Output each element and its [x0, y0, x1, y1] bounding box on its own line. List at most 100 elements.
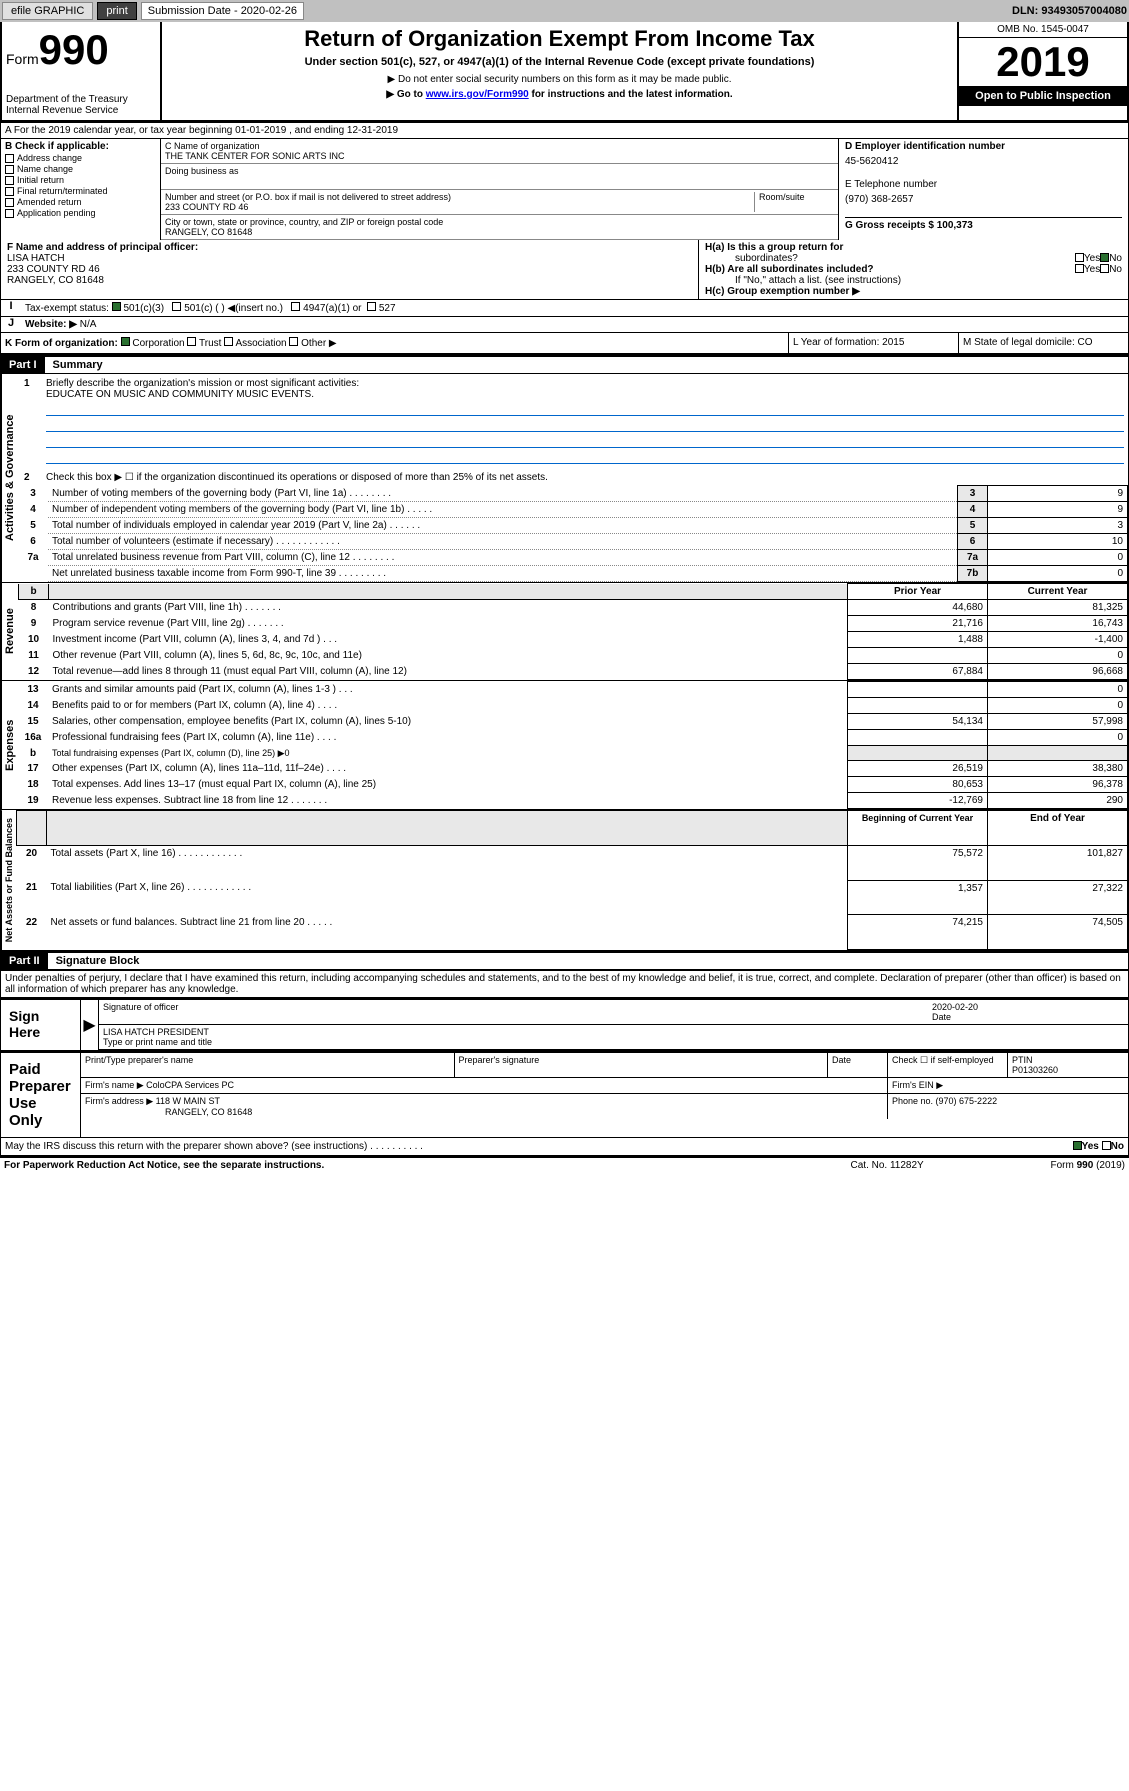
- arrow-icon: ▶: [81, 1000, 99, 1050]
- firm-phone: Phone no. (970) 675-2222: [888, 1094, 1128, 1119]
- 501c3-checkbox[interactable]: [112, 302, 121, 311]
- table-row: Net unrelated business taxable income fr…: [18, 566, 1128, 582]
- initial-checkbox[interactable]: [5, 176, 14, 185]
- 527-checkbox[interactable]: [367, 302, 376, 311]
- table-row: 5Total number of individuals employed in…: [18, 518, 1128, 534]
- ha-yes-checkbox[interactable]: [1075, 253, 1084, 262]
- q2-label: Check this box ▶ ☐ if the organization d…: [46, 472, 548, 483]
- discuss-yes-checkbox[interactable]: [1073, 1141, 1082, 1150]
- table-row: 18Total expenses. Add lines 13–17 (must …: [18, 777, 1128, 793]
- form-title: Return of Organization Exempt From Incom…: [166, 26, 953, 52]
- open-public-badge: Open to Public Inspection: [959, 86, 1127, 106]
- warning-2: ▶ Go to www.irs.gov/Form990 for instruct…: [166, 89, 953, 100]
- phone-value: (970) 368-2657: [845, 194, 1122, 205]
- print-button[interactable]: print: [97, 2, 136, 20]
- revenue-section: Revenue bPrior YearCurrent Year8Contribu…: [0, 582, 1129, 680]
- ha-no-checkbox[interactable]: [1100, 253, 1109, 262]
- name-change-checkbox[interactable]: [5, 165, 14, 174]
- other-checkbox[interactable]: [289, 337, 298, 346]
- discuss-no-checkbox[interactable]: [1102, 1141, 1111, 1150]
- submission-date: Submission Date - 2020-02-26: [141, 2, 304, 20]
- part2-label: Part II: [1, 953, 48, 969]
- table-row: 13Grants and similar amounts paid (Part …: [18, 682, 1128, 698]
- table-row: 9Program service revenue (Part VIII, lin…: [19, 616, 1128, 632]
- pending-checkbox[interactable]: [5, 209, 14, 218]
- paperwork-notice: For Paperwork Reduction Act Notice, see …: [4, 1160, 851, 1171]
- part2-title: Signature Block: [48, 953, 148, 969]
- table-row: 6Total number of volunteers (estimate if…: [18, 534, 1128, 550]
- table-row: 7aTotal unrelated business revenue from …: [18, 550, 1128, 566]
- revenue-table: bPrior YearCurrent Year8Contributions an…: [18, 583, 1128, 680]
- check-applicable-label: B Check if applicable:: [5, 141, 156, 152]
- ptin-value: P01303260: [1012, 1065, 1058, 1075]
- website-value: N/A: [80, 319, 97, 330]
- org-name: THE TANK CENTER FOR SONIC ARTS INC: [165, 151, 345, 161]
- section-b: B Check if applicable: Address change Na…: [0, 139, 1129, 240]
- expenses-tab: Expenses: [1, 681, 18, 809]
- hb-no-checkbox[interactable]: [1100, 264, 1109, 273]
- table-row: 12Total revenue—add lines 8 through 11 (…: [19, 664, 1128, 680]
- hb-note: If "No," attach a list. (see instruction…: [705, 275, 1122, 286]
- expenses-table: 13Grants and similar amounts paid (Part …: [18, 681, 1128, 809]
- netassets-section: Net Assets or Fund Balances Beginning of…: [0, 809, 1129, 951]
- officer-name: LISA HATCH: [7, 253, 692, 264]
- row-j-website: J Website: ▶ N/A: [0, 317, 1129, 333]
- officer-addr2: RANGELY, CO 81648: [7, 275, 692, 286]
- table-row: 21Total liabilities (Part X, line 26) . …: [17, 880, 1128, 915]
- officer-label: F Name and address of principal officer:: [7, 242, 692, 253]
- expenses-section: Expenses 13Grants and similar amounts pa…: [0, 680, 1129, 809]
- form-number: 990: [39, 26, 109, 73]
- corp-checkbox[interactable]: [121, 337, 130, 346]
- 4947-checkbox[interactable]: [291, 302, 300, 311]
- q1-answer: EDUCATE ON MUSIC AND COMMUNITY MUSIC EVE…: [46, 389, 314, 400]
- warning-1: ▶ Do not enter social security numbers o…: [166, 74, 953, 85]
- sig-officer-label: Signature of officer: [99, 1000, 928, 1025]
- trust-checkbox[interactable]: [187, 337, 196, 346]
- table-row: 16aProfessional fundraising fees (Part I…: [18, 730, 1128, 746]
- part1-header: Part I Summary: [0, 355, 1129, 374]
- table-row: 11Other revenue (Part VIII, column (A), …: [19, 648, 1128, 664]
- assoc-checkbox[interactable]: [224, 337, 233, 346]
- final-checkbox[interactable]: [5, 187, 14, 196]
- cat-number: Cat. No. 11282Y: [851, 1160, 1051, 1171]
- year-formation: L Year of formation: 2015: [788, 333, 958, 353]
- table-row: 14Benefits paid to or for members (Part …: [18, 698, 1128, 714]
- top-toolbar: efile GRAPHIC print Submission Date - 20…: [0, 0, 1129, 22]
- addr-change-checkbox[interactable]: [5, 154, 14, 163]
- table-row: 19Revenue less expenses. Subtract line 1…: [18, 793, 1128, 809]
- part1-label: Part I: [1, 357, 45, 373]
- governance-section: Activities & Governance 1 Briefly descri…: [0, 374, 1129, 582]
- ein-value: 45-5620412: [845, 156, 1122, 167]
- firm-ein-label: Firm's EIN ▶: [888, 1078, 1128, 1093]
- table-row: 20Total assets (Part X, line 16) . . . .…: [17, 845, 1128, 880]
- sig-date: 2020-02-20: [932, 1002, 978, 1012]
- table-row: 17Other expenses (Part IX, column (A), l…: [18, 761, 1128, 777]
- addr-label: Number and street (or P.O. box if mail i…: [165, 192, 451, 202]
- org-name-label: C Name of organization: [165, 141, 260, 151]
- firm-city: RANGELY, CO 81648: [85, 1107, 252, 1117]
- discuss-row: May the IRS discuss this return with the…: [0, 1138, 1129, 1156]
- row-a-tax-year: A For the 2019 calendar year, or tax yea…: [0, 122, 1129, 139]
- hb-yes-checkbox[interactable]: [1075, 264, 1084, 273]
- perjury-statement: Under penalties of perjury, I declare th…: [0, 970, 1129, 998]
- form-subtitle: Under section 501(c), 527, or 4947(a)(1)…: [166, 56, 953, 68]
- omb-number: OMB No. 1545-0047: [959, 22, 1127, 38]
- footer-row: For Paperwork Reduction Act Notice, see …: [0, 1156, 1129, 1173]
- table-row: 8Contributions and grants (Part VIII, li…: [19, 600, 1128, 616]
- table-row: 22Net assets or fund balances. Subtract …: [17, 915, 1128, 950]
- officer-typed: LISA HATCH PRESIDENT: [103, 1027, 209, 1037]
- self-emp-check: Check ☐ if self-employed: [888, 1053, 1008, 1077]
- governance-tab: Activities & Governance: [1, 374, 18, 582]
- governance-table: 3Number of voting members of the governi…: [18, 485, 1128, 582]
- officer-addr1: 233 COUNTY RD 46: [7, 264, 692, 275]
- table-row: 15Salaries, other compensation, employee…: [18, 714, 1128, 730]
- amended-checkbox[interactable]: [5, 198, 14, 207]
- paid-preparer-block: Paid Preparer Use Only Print/Type prepar…: [0, 1051, 1129, 1138]
- tax-year: 2019: [959, 38, 1127, 86]
- dln-label: DLN: 93493057004080: [1012, 5, 1127, 17]
- form-label: Form: [6, 51, 39, 67]
- irs-link[interactable]: www.irs.gov/Form990: [426, 89, 529, 100]
- q1-label: Briefly describe the organization's miss…: [46, 378, 359, 389]
- 501c-checkbox[interactable]: [172, 302, 181, 311]
- ein-label: D Employer identification number: [845, 141, 1122, 152]
